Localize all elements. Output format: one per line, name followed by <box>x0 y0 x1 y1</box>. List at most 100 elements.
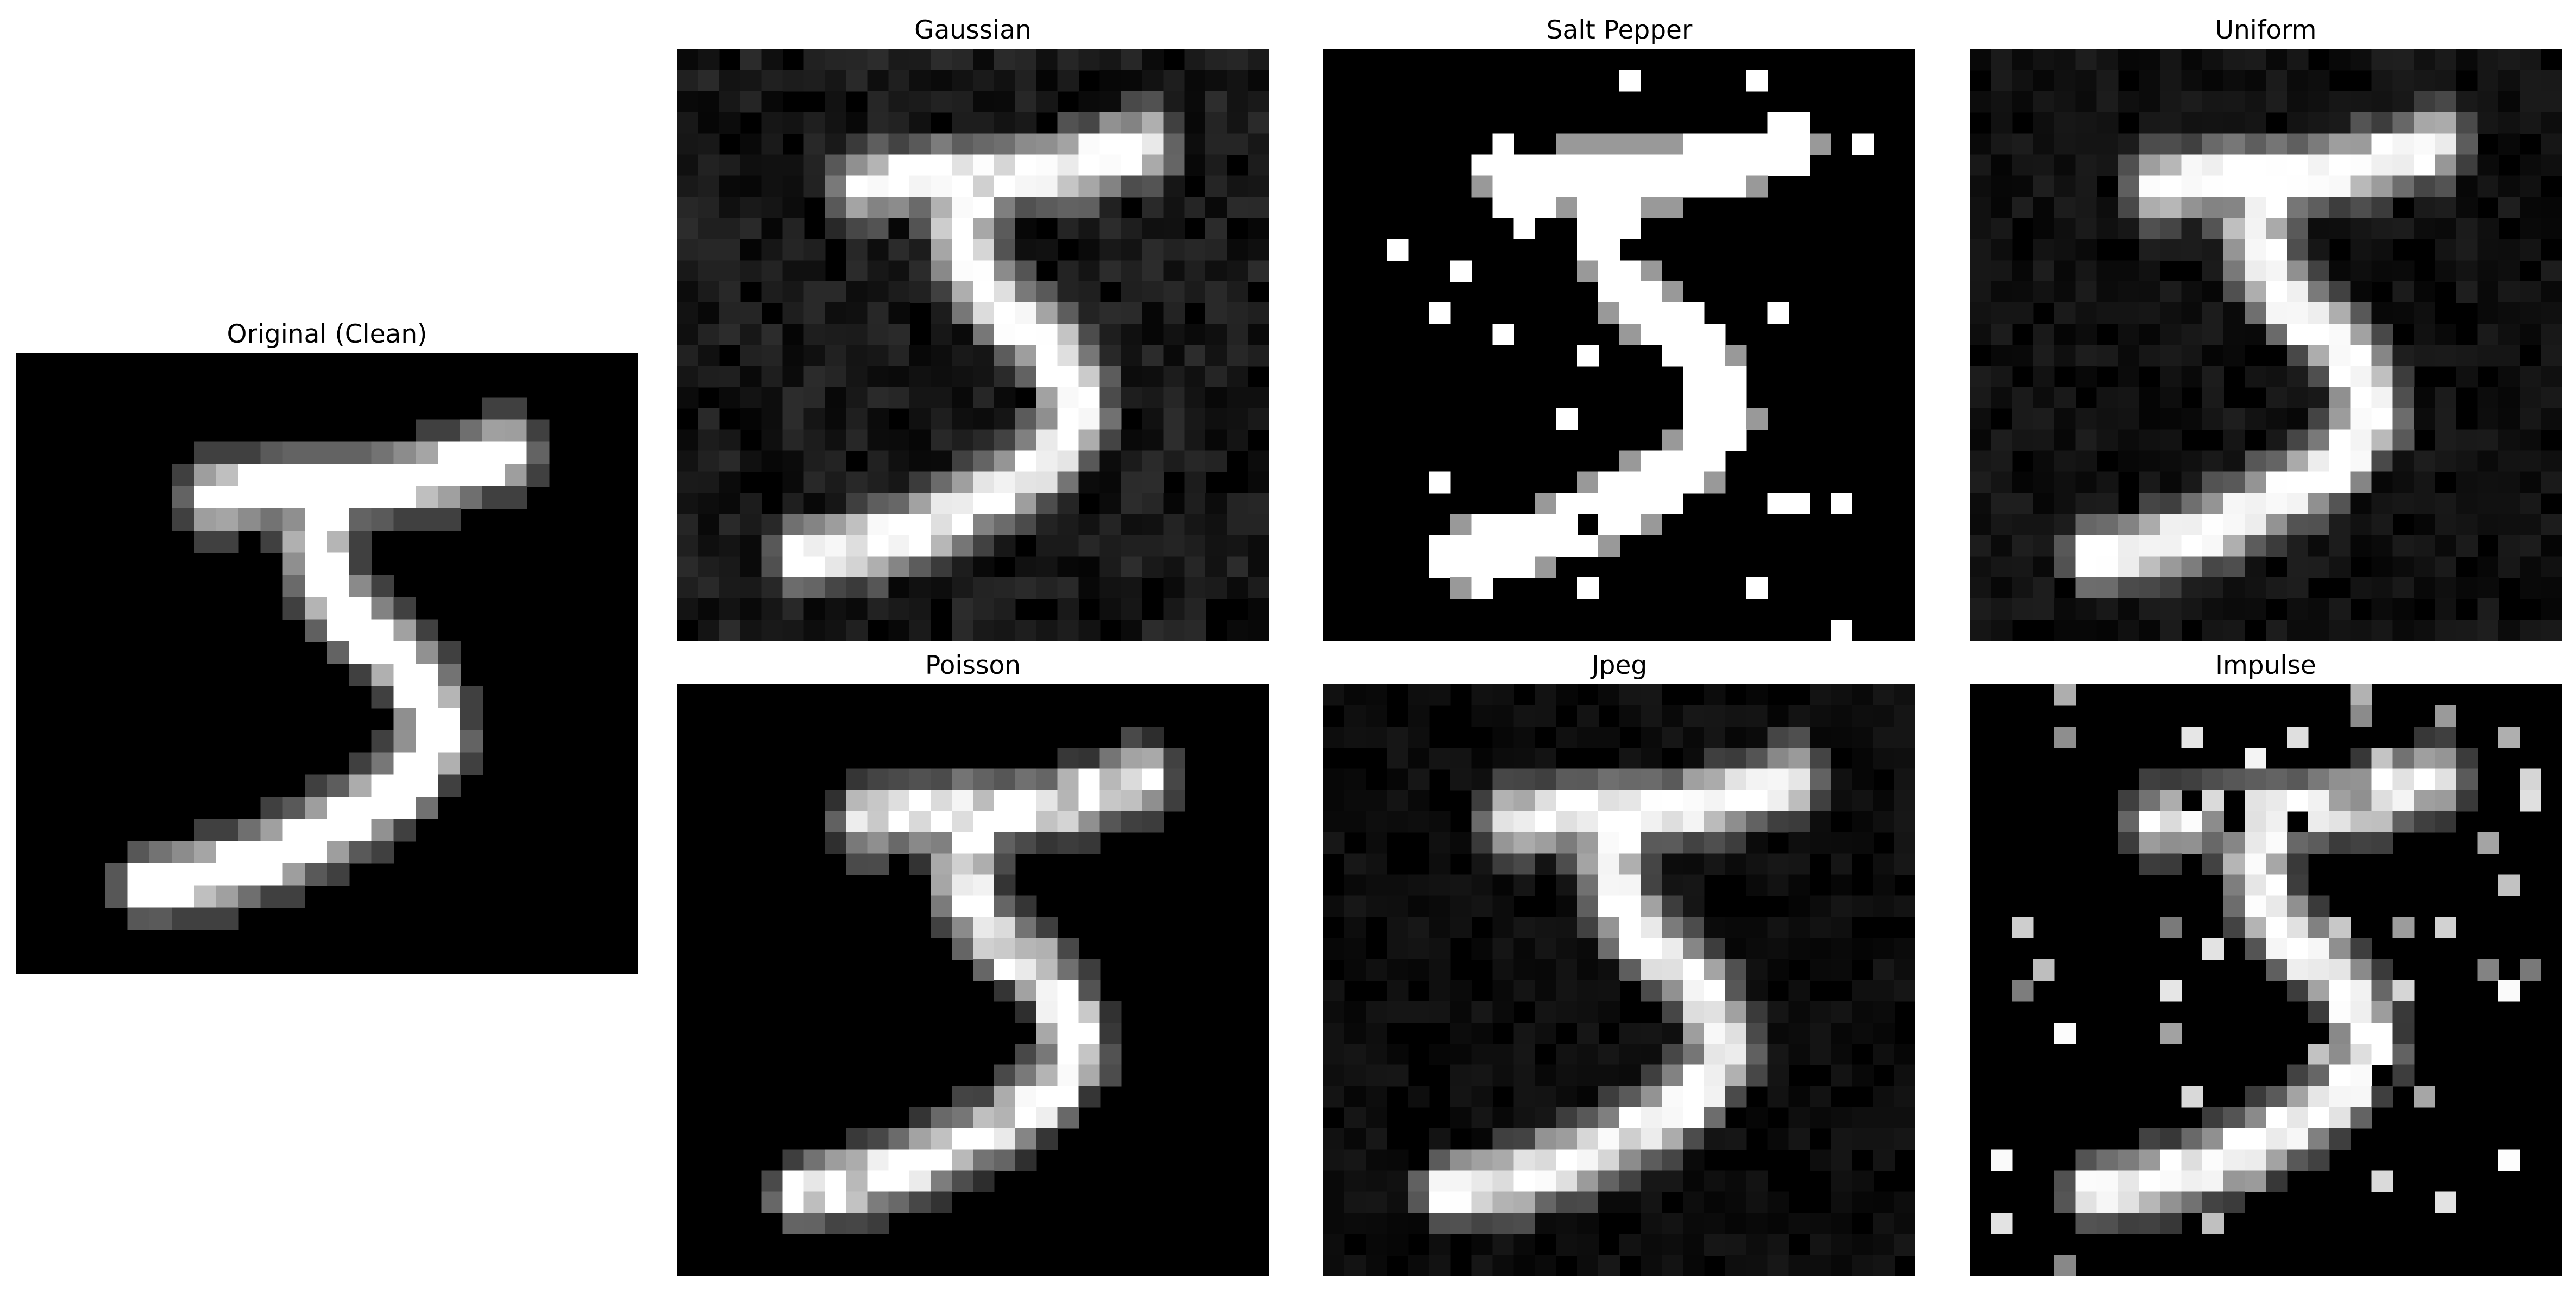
jpeg-pixel <box>1450 1191 1472 1213</box>
uniform-pixel <box>2392 493 2415 515</box>
jpeg-pixel <box>1831 768 1852 791</box>
gaussian-pixel <box>1015 471 1037 494</box>
jpeg-pixel <box>1513 1234 1536 1256</box>
poisson-pixel <box>1057 980 1079 1002</box>
jpeg-pixel <box>1810 1213 1832 1234</box>
impulse-pixel <box>2245 938 2266 960</box>
jpeg-pixel <box>1894 768 1915 791</box>
uniform-pixel <box>2414 620 2436 641</box>
gaussian-pixel <box>888 197 910 219</box>
poisson-pixel <box>846 832 868 854</box>
impulse-pixel <box>2414 790 2436 812</box>
poisson-pixel <box>1142 790 1164 812</box>
uniform-pixel <box>2118 154 2140 176</box>
jpeg-pixel <box>1577 832 1599 854</box>
gaussian-pixel <box>994 281 1016 303</box>
jpeg-pixel <box>1492 1001 1515 1023</box>
gaussian-pixel <box>931 324 952 345</box>
impulse-pixel <box>2245 790 2266 812</box>
jpeg-pixel <box>1535 811 1556 833</box>
salt-pepper-pixel <box>1640 154 1662 176</box>
jpeg-pixel <box>1323 726 1345 748</box>
uniform-pixel <box>2286 91 2309 113</box>
jpeg-pixel <box>1598 726 1620 748</box>
jpeg-pixel <box>1429 980 1451 1002</box>
gaussian-pixel <box>1078 302 1101 324</box>
gaussian-pixel <box>782 408 805 430</box>
jpeg-pixel <box>1894 747 1915 770</box>
uniform-pixel <box>2245 535 2266 557</box>
gaussian-pixel <box>1057 471 1079 494</box>
uniform-pixel <box>2286 281 2309 303</box>
gaussian-pixel <box>803 556 826 578</box>
gaussian-pixel <box>1121 365 1143 388</box>
gaussian-pixel <box>803 408 826 430</box>
jpeg-pixel <box>1471 747 1493 770</box>
gaussian-pixel <box>888 345 910 367</box>
uniform-pixel <box>2520 49 2541 71</box>
uniform-pixel <box>1970 514 1991 536</box>
uniform-pixel <box>2477 175 2499 198</box>
uniform-pixel <box>2456 450 2478 472</box>
gaussian-pixel <box>803 514 826 536</box>
jpeg-pixel <box>1661 959 1683 981</box>
gaussian-pixel <box>1036 302 1058 324</box>
gaussian-pixel <box>1036 345 1058 367</box>
gaussian-pixel <box>698 175 720 198</box>
uniform-pixel <box>2286 133 2309 155</box>
gaussian-pixel <box>698 577 720 599</box>
jpeg-pixel <box>1682 726 1705 748</box>
jpeg-pixel <box>1598 1255 1620 1276</box>
salt-pepper-pixel <box>1704 471 1726 494</box>
gaussian-pixel <box>761 133 783 155</box>
uniform-pixel <box>2033 429 2055 451</box>
gaussian-pixel <box>1057 408 1079 430</box>
original-pixel <box>327 863 350 886</box>
salt-pepper-pixel <box>1598 175 1620 198</box>
uniform-pixel <box>2371 218 2393 240</box>
gaussian-pixel <box>719 556 741 578</box>
gaussian-pixel <box>846 408 868 430</box>
gaussian-pixel <box>1121 471 1143 494</box>
gaussian-pixel <box>1057 175 1079 198</box>
gaussian-pixel <box>994 302 1016 324</box>
uniform-pixel <box>2245 175 2266 198</box>
jpeg-pixel <box>1661 1086 1683 1108</box>
gaussian-pixel <box>740 133 762 155</box>
uniform-pixel <box>2096 471 2119 494</box>
gaussian-pixel <box>1121 493 1143 515</box>
salt-pepper-pixel <box>1577 197 1599 219</box>
poisson-pixel <box>846 768 868 791</box>
uniform-pixel <box>2139 197 2161 219</box>
impulse-pixel <box>2392 1022 2415 1044</box>
uniform-pixel <box>2477 450 2499 472</box>
gaussian-pixel <box>952 535 973 557</box>
jpeg-pixel <box>1640 1234 1662 1256</box>
salt-pepper-pixel <box>1682 133 1705 155</box>
uniform-pixel <box>2329 133 2351 155</box>
jpeg-pixel <box>1577 768 1599 791</box>
gaussian-pixel <box>1036 493 1058 515</box>
impulse-pixel <box>2118 1149 2140 1171</box>
uniform-pixel <box>1990 535 2013 557</box>
uniform-pixel <box>2456 239 2478 261</box>
gaussian-pixel <box>973 197 995 219</box>
impulse-pixel <box>2245 1086 2266 1108</box>
jpeg-pixel <box>1810 895 1832 917</box>
jpeg-pixel <box>1725 1128 1747 1150</box>
impulse-pixel <box>2054 1170 2076 1193</box>
uniform-pixel <box>2456 345 2478 367</box>
salt-pepper-pixel <box>1577 175 1599 198</box>
gaussian-pixel <box>1078 281 1101 303</box>
jpeg-pixel <box>1852 1001 1874 1023</box>
gaussian-pixel <box>1227 175 1248 198</box>
salt-pepper-pixel <box>1556 197 1578 219</box>
impulse-pixel <box>2498 980 2520 1002</box>
uniform-pixel <box>2414 556 2436 578</box>
uniform-pixel <box>2266 49 2288 71</box>
uniform-pixel <box>2096 112 2119 134</box>
uniform-pixel <box>2456 154 2478 176</box>
uniform-pixel <box>2350 535 2372 557</box>
original-pixel <box>438 685 461 709</box>
gaussian-pixel <box>952 408 973 430</box>
